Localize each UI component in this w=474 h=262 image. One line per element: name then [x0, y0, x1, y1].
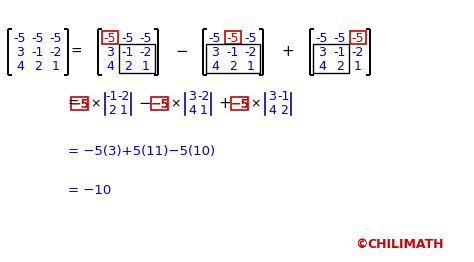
Text: 1: 1 [120, 105, 128, 117]
Text: 4: 4 [106, 59, 114, 73]
Text: -5: -5 [50, 31, 62, 45]
Text: -1: -1 [32, 46, 44, 58]
Bar [231, 96, 248, 110]
Text: -2: -2 [118, 90, 130, 103]
Text: ×: × [251, 97, 261, 111]
Bar [119, 44, 155, 73]
Text: -2: -2 [50, 46, 62, 58]
Text: 1: 1 [142, 59, 150, 73]
Text: -5: -5 [334, 31, 346, 45]
Text: 3: 3 [16, 46, 24, 58]
Text: = −10: = −10 [68, 183, 111, 196]
Text: ©: © [355, 237, 367, 250]
Text: -2: -2 [140, 46, 152, 58]
Text: = −5(3)+5(11)−5(10): = −5(3)+5(11)−5(10) [68, 145, 215, 159]
Text: 4: 4 [188, 105, 196, 117]
Text: 3: 3 [188, 90, 196, 103]
Text: 4: 4 [268, 105, 276, 117]
Bar [313, 44, 349, 73]
Text: =: = [68, 97, 80, 111]
Bar [225, 30, 241, 43]
Text: ×: × [171, 97, 181, 111]
Text: -5: -5 [122, 31, 134, 45]
Text: 2: 2 [108, 105, 116, 117]
Text: CHILIMATH: CHILIMATH [367, 237, 444, 250]
Text: -1: -1 [334, 46, 346, 58]
Text: -5: -5 [32, 31, 44, 45]
Text: 3: 3 [106, 46, 114, 58]
Text: -1: -1 [106, 90, 118, 103]
Text: 1: 1 [247, 59, 255, 73]
Text: −: − [176, 45, 188, 59]
Text: 2: 2 [124, 59, 132, 73]
Bar [102, 30, 118, 43]
Text: 1: 1 [52, 59, 60, 73]
Bar [152, 96, 168, 110]
Text: 1: 1 [354, 59, 362, 73]
Text: −5: −5 [230, 97, 250, 111]
Text: 1: 1 [200, 105, 208, 117]
Text: -5: -5 [245, 31, 257, 45]
Text: +: + [282, 45, 294, 59]
Text: −: − [138, 96, 151, 112]
Text: 2: 2 [336, 59, 344, 73]
Text: -1: -1 [278, 90, 290, 103]
Text: -1: -1 [227, 46, 239, 58]
Text: −5: −5 [150, 97, 170, 111]
Text: ×: × [91, 97, 101, 111]
Text: -2: -2 [198, 90, 210, 103]
Bar [206, 44, 260, 73]
Text: =: = [70, 45, 82, 59]
Text: -5: -5 [227, 31, 239, 45]
Text: -1: -1 [122, 46, 134, 58]
Text: 3: 3 [318, 46, 326, 58]
Text: -5: -5 [209, 31, 221, 45]
Text: -5: -5 [352, 31, 364, 45]
Text: 3: 3 [268, 90, 276, 103]
Text: 4: 4 [16, 59, 24, 73]
Text: -5: -5 [140, 31, 152, 45]
Text: +: + [219, 96, 231, 112]
Text: 4: 4 [211, 59, 219, 73]
Text: 4: 4 [318, 59, 326, 73]
Text: -2: -2 [352, 46, 364, 58]
Text: −5: −5 [70, 97, 90, 111]
Text: -2: -2 [245, 46, 257, 58]
Text: -5: -5 [104, 31, 116, 45]
Text: 2: 2 [34, 59, 42, 73]
Bar [72, 96, 89, 110]
Text: -5: -5 [14, 31, 26, 45]
Text: 2: 2 [229, 59, 237, 73]
Text: 3: 3 [211, 46, 219, 58]
Bar [350, 30, 366, 43]
Text: 2: 2 [280, 105, 288, 117]
Text: -5: -5 [316, 31, 328, 45]
